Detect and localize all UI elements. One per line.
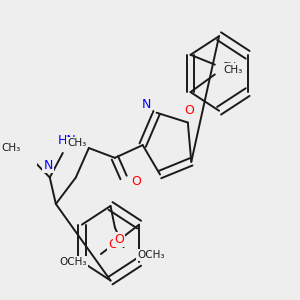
- Text: O: O: [108, 238, 118, 251]
- Text: O: O: [131, 175, 141, 188]
- Text: CH₃: CH₃: [224, 64, 243, 74]
- Text: OCH₃: OCH₃: [59, 257, 87, 267]
- Text: O: O: [184, 104, 194, 117]
- Text: CH₃: CH₃: [1, 143, 20, 153]
- Text: CH₃: CH₃: [222, 61, 241, 72]
- Text: HN: HN: [58, 134, 77, 147]
- Text: N: N: [142, 98, 151, 111]
- Text: O: O: [114, 233, 124, 246]
- Text: N: N: [44, 159, 53, 172]
- Text: OCH₃: OCH₃: [137, 250, 165, 260]
- Text: CH₃: CH₃: [67, 138, 86, 148]
